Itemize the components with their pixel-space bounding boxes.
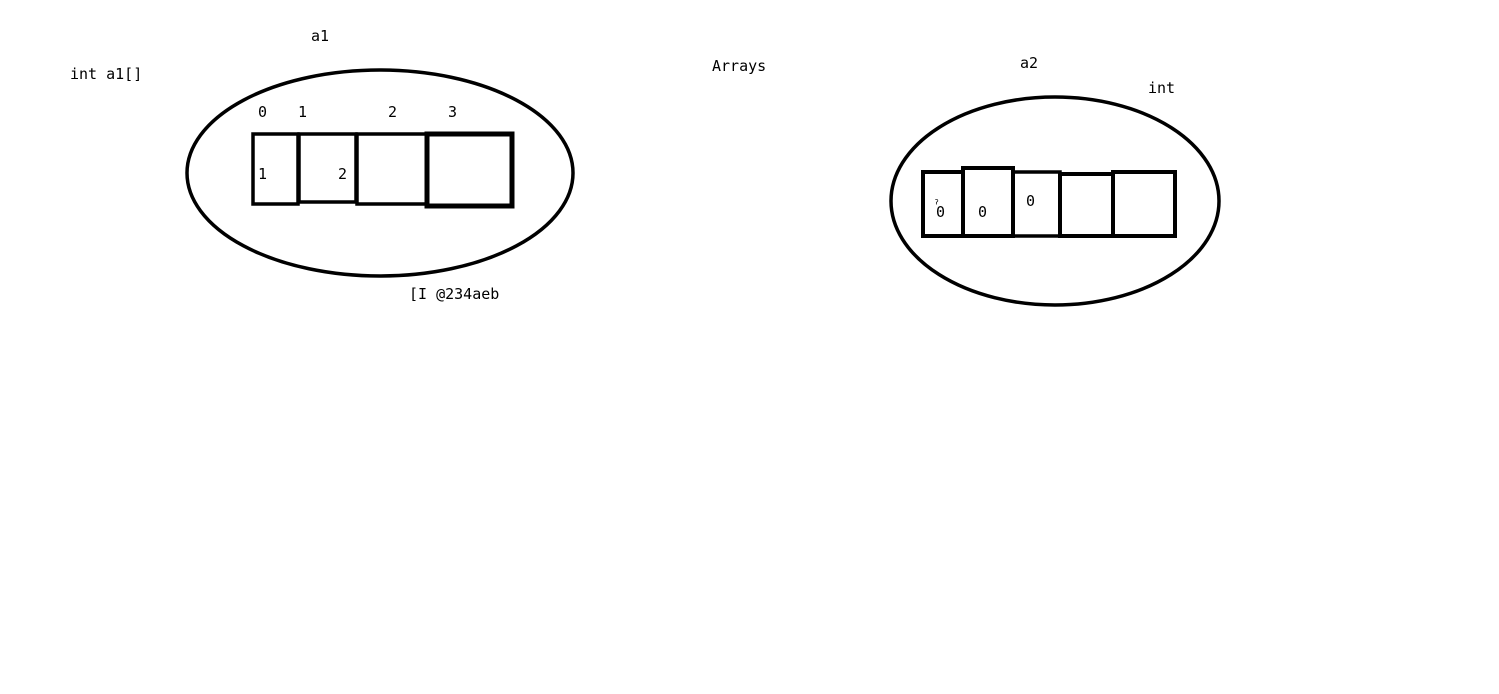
a1-index-1: 1: [298, 103, 307, 121]
a1-index-3: 3: [448, 103, 457, 121]
a1-index-0: 0: [258, 103, 267, 121]
a1-cell-2: [355, 132, 429, 206]
a1-address-label: [I @234aeb: [409, 285, 499, 303]
a2-value-2: 0: [1026, 192, 1035, 210]
a1-cell-3: [424, 131, 515, 209]
a2-value-1: 0: [978, 203, 987, 221]
a1-value-0: 1: [258, 165, 267, 183]
a2-cell-3: [1058, 172, 1115, 238]
a2-heap-ellipse: [889, 95, 1221, 307]
a2-array-cells: [921, 166, 1177, 238]
a1-value-1: 2: [338, 165, 347, 183]
a1-name-label: a1: [311, 27, 329, 45]
a2-name-label: a2: [1020, 54, 1038, 72]
a1-heap-ellipse: [185, 68, 575, 278]
a2-type-label: int: [1148, 79, 1175, 97]
title-label: Arrays: [712, 57, 766, 75]
a2-cell-1: [961, 166, 1015, 238]
a2-cell-2: [1011, 170, 1062, 238]
a1-array-cells: [251, 131, 515, 209]
declaration-label: int a1[]: [70, 65, 142, 83]
a1-index-2: 2: [388, 103, 397, 121]
a2-scribble-mark: ˀ: [933, 198, 940, 213]
a2-value-0: 0: [936, 203, 945, 221]
a1-cell-1: [297, 132, 358, 204]
a2-cell-4: [1111, 170, 1177, 238]
